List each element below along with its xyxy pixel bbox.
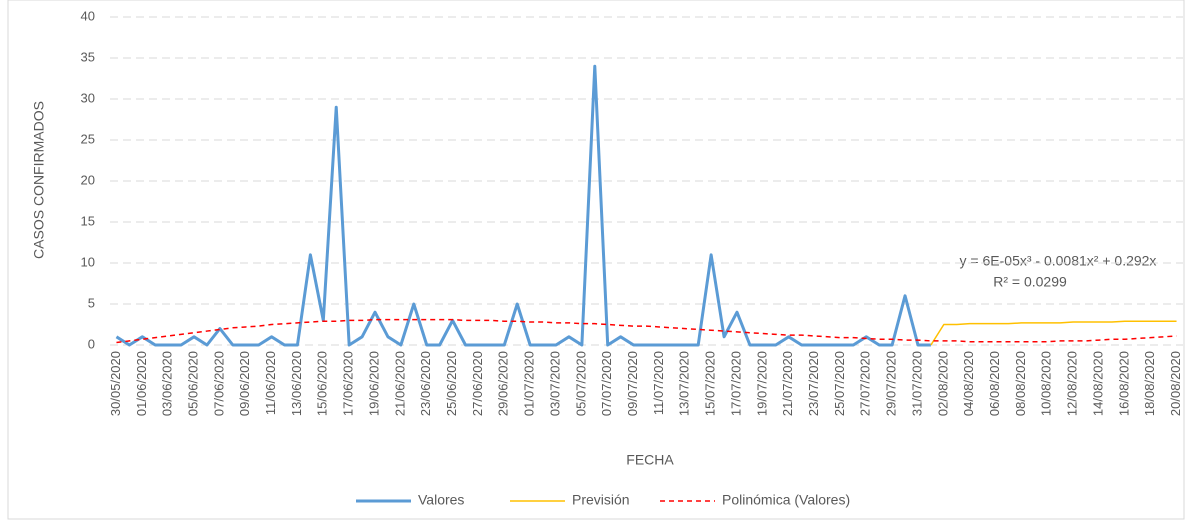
series-line — [116, 318, 1177, 344]
y-tick-label: 0 — [88, 336, 95, 351]
legend-label: Valores — [418, 492, 464, 508]
x-tick-label: 30/05/2020 — [108, 351, 123, 416]
x-tick-label: 13/06/2020 — [289, 351, 304, 416]
x-tick-label: 23/07/2020 — [806, 351, 821, 416]
x-tick-label: 07/07/2020 — [599, 351, 614, 416]
y-tick-label: 25 — [81, 131, 95, 146]
x-tick-label: 25/07/2020 — [832, 351, 847, 416]
x-tick-label: 15/07/2020 — [703, 351, 718, 416]
x-tick-label: 05/06/2020 — [185, 351, 200, 416]
series-line — [115, 64, 931, 347]
y-tick-label: 35 — [81, 49, 95, 64]
x-tick-label: 03/06/2020 — [160, 351, 175, 416]
x-tick-label: 29/07/2020 — [884, 351, 899, 416]
x-tick-label: 01/06/2020 — [134, 351, 149, 416]
x-tick-label: 02/08/2020 — [935, 351, 950, 416]
legend-label: Polinómica (Valores) — [722, 492, 850, 508]
x-tick-label: 18/08/2020 — [1142, 351, 1157, 416]
x-tick-label: 27/06/2020 — [470, 351, 485, 416]
x-tick-label: 16/08/2020 — [1116, 351, 1131, 416]
x-tick-label: 01/07/2020 — [522, 351, 537, 416]
x-tick-label: 04/08/2020 — [961, 351, 976, 416]
x-tick-label: 21/07/2020 — [780, 351, 795, 416]
y-tick-label: 40 — [81, 8, 95, 23]
x-tick-label: 09/06/2020 — [237, 351, 252, 416]
x-tick-label: 21/06/2020 — [392, 351, 407, 416]
x-tick-label: 06/08/2020 — [987, 351, 1002, 416]
x-tick-label: 15/06/2020 — [315, 351, 330, 416]
x-tick-label: 09/07/2020 — [625, 351, 640, 416]
x-tick-label: 07/06/2020 — [211, 351, 226, 416]
y-axis-title: CASOS CONFIRMADOS — [31, 101, 47, 259]
x-tick-label: 08/08/2020 — [1013, 351, 1028, 416]
x-tick-label: 19/07/2020 — [754, 351, 769, 416]
x-tick-label: 03/07/2020 — [547, 351, 562, 416]
legend-label: Previsión — [572, 492, 630, 508]
x-tick-label: 17/07/2020 — [728, 351, 743, 416]
trend-r2: R² = 0.0299 — [993, 274, 1067, 290]
x-tick-label: 20/08/2020 — [1168, 351, 1183, 416]
x-tick-label: 31/07/2020 — [909, 351, 924, 416]
x-axis-title: FECHA — [626, 452, 674, 468]
x-tick-label: 17/06/2020 — [341, 351, 356, 416]
y-tick-label: 15 — [81, 213, 95, 228]
x-tick-label: 11/07/2020 — [651, 351, 666, 415]
y-tick-label: 30 — [81, 90, 95, 105]
series-line — [930, 320, 1177, 346]
trend-equation: y = 6E-05x³ - 0.0081x² + 0.292x — [960, 253, 1157, 269]
x-tick-label: 25/06/2020 — [444, 351, 459, 416]
x-tick-label: 23/06/2020 — [418, 351, 433, 416]
y-tick-label: 5 — [88, 295, 95, 310]
y-tick-label: 10 — [81, 254, 95, 269]
x-tick-label: 11/06/2020 — [263, 351, 278, 415]
x-tick-label: 13/07/2020 — [677, 351, 692, 416]
x-tick-label: 29/06/2020 — [496, 351, 511, 416]
x-tick-label: 12/08/2020 — [1065, 351, 1080, 416]
x-tick-label: 27/07/2020 — [858, 351, 873, 416]
y-tick-label: 20 — [81, 172, 95, 187]
x-tick-label: 05/07/2020 — [573, 351, 588, 416]
x-tick-label: 10/08/2020 — [1039, 351, 1054, 416]
x-tick-label: 14/08/2020 — [1090, 351, 1105, 416]
x-tick-label: 19/06/2020 — [366, 351, 381, 416]
